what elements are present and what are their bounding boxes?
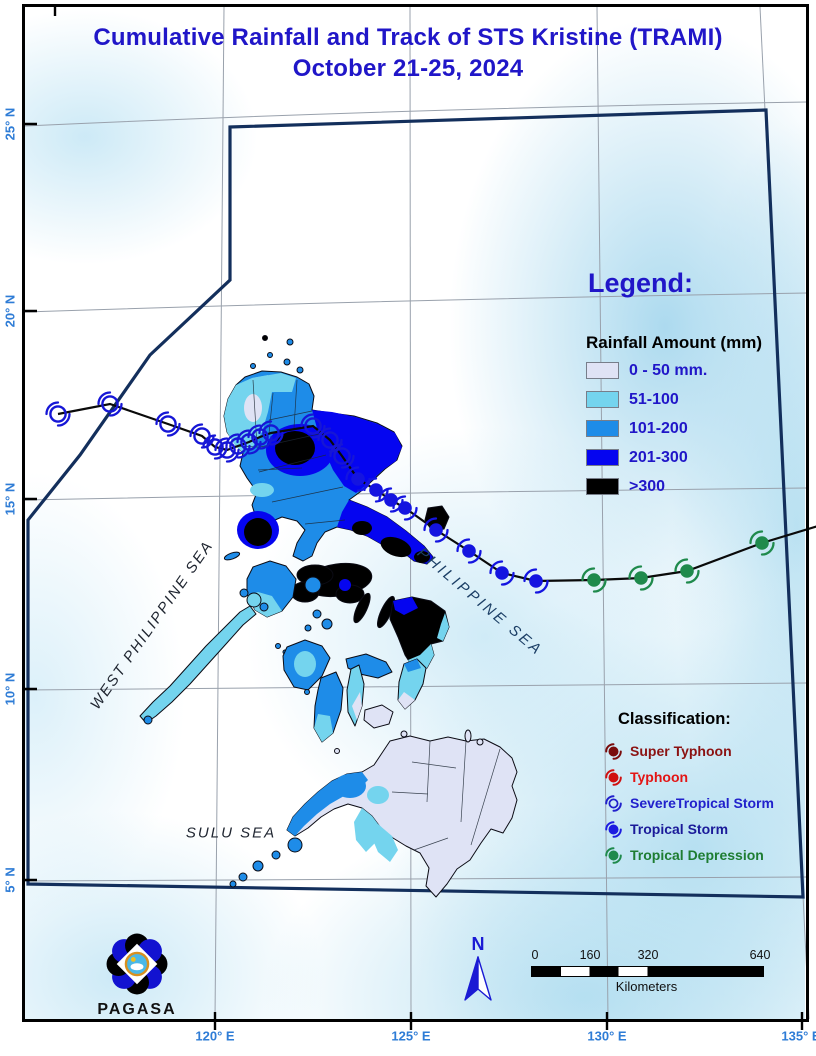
track-point-sts [202,434,228,460]
legend-item: 101-200 [586,420,707,437]
island-batanes-babuyan [250,335,304,374]
track-point-ts [392,495,418,521]
legend-swatch-51-100 [586,391,619,408]
severe-tropical-storm-icon [605,794,622,812]
axis-ticks [25,7,804,1030]
island-luzon [223,370,434,565]
map-title: Cumulative Rainfall and Track of STS Kri… [0,22,816,84]
track-point-ts [523,568,549,594]
track-point-ts [363,477,389,503]
track-point-td [749,530,775,556]
legend-label: 101-200 [629,419,688,437]
classification-item: Super Typhoon [604,738,774,764]
classification-label: SevereTropical Storm [630,795,774,811]
legend-swatch-over-300 [586,478,619,495]
philippines-rainfall-map [139,335,518,898]
tropical-depression-icon [605,846,622,864]
lat-label-10n: 10° N [2,672,18,706]
classification-item: Tropical Storm [604,816,774,842]
rainfall-legend-heading: Rainfall Amount (mm) [586,333,762,352]
rainfall-legend: 0 - 50 mm. 51-100 101-200 201-300 >300 [586,362,707,507]
island-palawan [139,588,288,725]
lon-label-135e: 135° E [781,1028,816,1044]
sulu-sea-label: SULU SEA [185,824,277,842]
island-panay [282,639,331,695]
island-leyte [397,658,427,710]
track-point-td [674,558,700,584]
classification-label: Typhoon [630,769,689,785]
storm-track [45,391,816,594]
track-point-ts [489,560,515,586]
classification-label: Tropical Depression [630,847,764,863]
track-point-sts [329,443,355,469]
legend-item: >300 [586,478,707,495]
pagasa-logo: PAGASA [94,928,180,1019]
legend-label: 0 - 50 mm. [629,361,708,379]
track-point-sts [236,429,262,455]
tropical-storm-icon [605,820,622,838]
storm-track-line [57,402,816,583]
legend-heading: Legend: [588,268,693,298]
lon-label-125e: 125° E [391,1028,431,1044]
scale-tick-320: 320 [637,948,659,962]
track-point-sts [155,411,181,437]
north-arrow-icon [464,956,492,1001]
classification-label: Super Typhoon [630,743,732,759]
classification-label: Tropical Storm [630,821,729,837]
islands-bondoc-burias-ticao [278,562,395,629]
classification-item: Typhoon [604,764,774,790]
super-typhoon-icon [605,742,622,760]
track-point-td [581,567,607,593]
island-negros [313,671,344,743]
par-boundary-line [26,108,805,899]
islands-sulu-archipelago [229,837,303,888]
pagasa-logo-text: PAGASA [97,1001,177,1018]
track-point-ts [423,517,449,543]
track-point-sts [97,391,123,417]
lat-label-25n: 25° N [2,107,18,141]
typhoon-icon [605,768,622,786]
island-mindanao [286,735,518,898]
lon-label-130e: 130° E [587,1028,627,1044]
north-arrow: N [452,934,504,1010]
track-point-sts [258,420,284,446]
lat-label-5n: 5° N [2,867,18,893]
classification-legend: Super Typhoon Typhoon SevereTropical Sto… [604,738,774,868]
map-title-line1: Cumulative Rainfall and Track of STS Kri… [93,24,723,51]
scale-bar-rule [531,966,764,977]
island-samar [389,596,450,670]
scale-tick-640: 640 [749,948,771,962]
classification-heading: Classification: [618,710,731,728]
legend-label: >300 [629,477,666,495]
classification-item: Tropical Depression [604,842,774,868]
classification-item: SevereTropical Storm [604,790,774,816]
lon-label-120e: 120° E [195,1028,235,1044]
islands-cebu-bohol [334,664,394,754]
track-point-td [628,565,654,591]
scale-tick-0: 0 [531,948,539,962]
legend-item: 51-100 [586,391,707,408]
track-point-sts [45,401,71,427]
lat-label-20n: 20° N [2,294,18,328]
islands-dinagat-siargao-camiguin [400,729,484,746]
scale-bar-unit: Kilometers [615,979,678,994]
legend-label: 51-100 [629,390,679,408]
scale-tick-160: 160 [579,948,601,962]
map-title-line2: October 21-25, 2024 [292,55,524,82]
track-point-ts [456,538,482,564]
legend-item: 201-300 [586,449,707,466]
legend-swatch-101-200 [586,420,619,437]
scale-bar: 0 160 320 640 Kilometers [531,948,770,998]
legend-item: 0 - 50 mm. [586,362,707,379]
legend-label: 201-300 [629,448,688,466]
legend-swatch-0-50 [586,362,619,379]
north-arrow-label: N [471,934,485,954]
lat-label-15n: 15° N [2,482,18,516]
legend-swatch-201-300 [586,449,619,466]
pagasa-logo-icon [106,933,168,995]
